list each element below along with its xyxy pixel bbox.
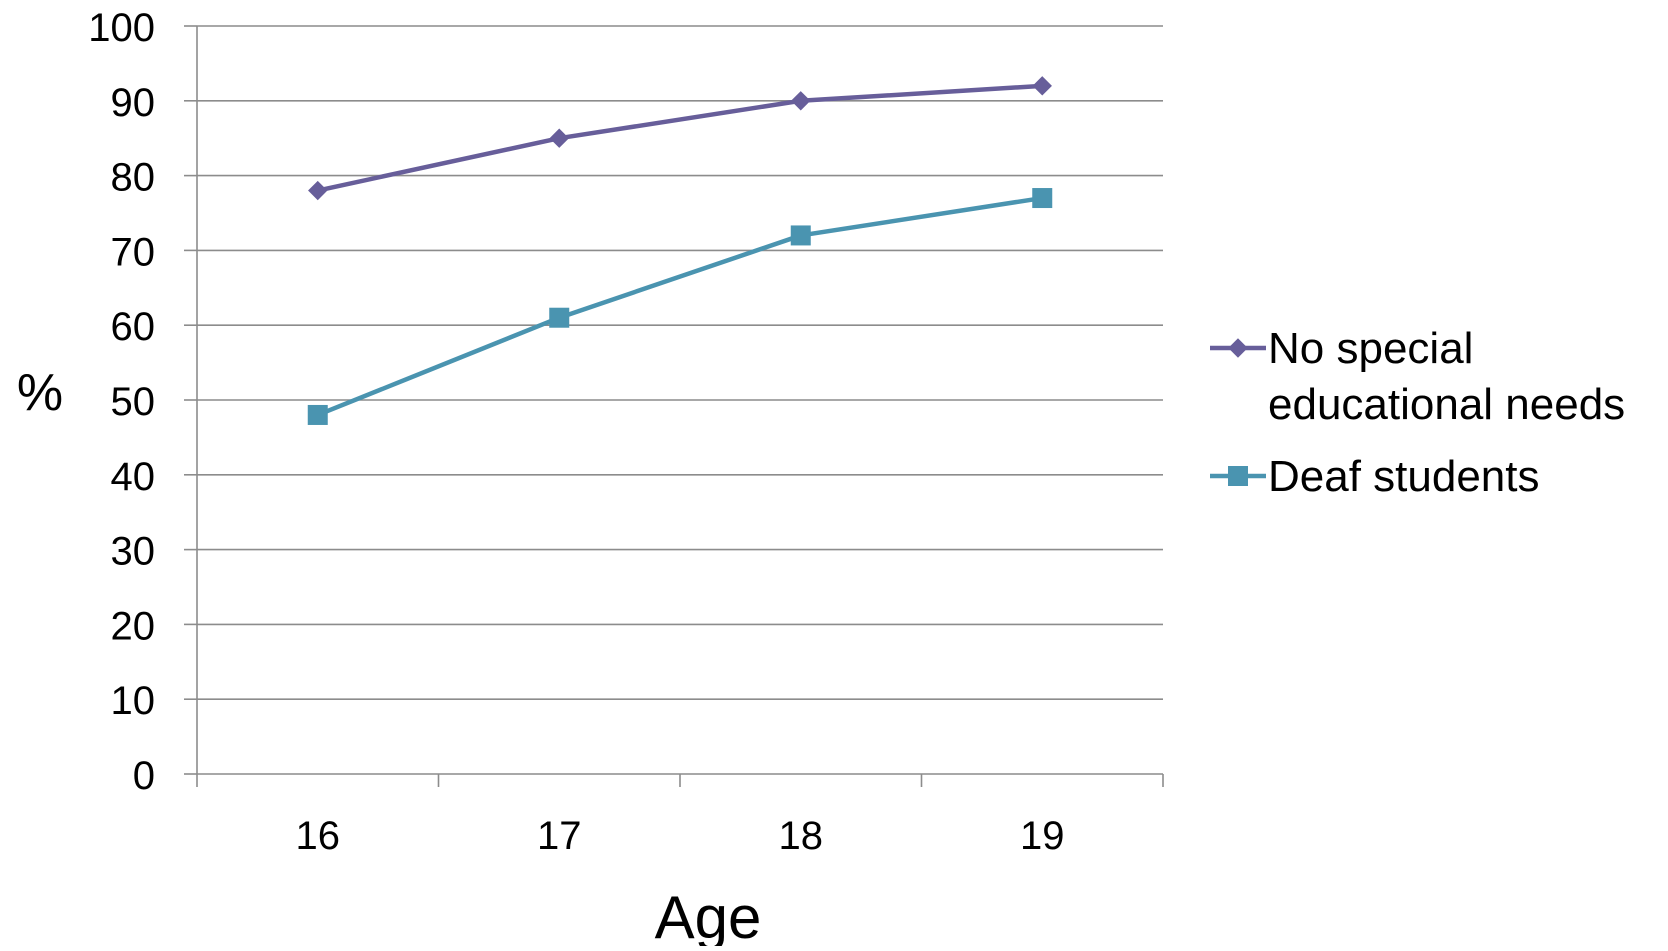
y-tick-label: 100: [88, 6, 155, 50]
data-point: [1032, 188, 1053, 209]
gridlines: [197, 25, 1163, 701]
y-tick-label: 60: [111, 305, 156, 349]
data-point: [790, 225, 811, 246]
x-tick-label: 19: [1020, 814, 1065, 858]
legend-swatch-marker: [1228, 338, 1248, 358]
data-point: [308, 180, 328, 201]
legend-label-line: No special: [1268, 324, 1473, 373]
y-tick-label: 30: [111, 530, 156, 574]
data-point: [307, 404, 328, 425]
axes: 0 10 20 30 40 50 60 70 80 90 100 16 17 18 19: [88, 6, 1164, 858]
y-tick-label: 70: [111, 230, 156, 274]
y-tick-label: 40: [111, 455, 156, 499]
legend-label: No special educational needs: [1268, 324, 1625, 429]
legend: No special educational needs Deaf students: [1210, 324, 1625, 501]
legend-swatch-marker: [1228, 466, 1248, 486]
x-axis-label: Age: [655, 884, 762, 946]
y-tick-label: 50: [111, 380, 156, 424]
data-point: [791, 91, 811, 111]
legend-entry: Deaf students: [1210, 452, 1540, 501]
y-tick-label: 90: [111, 81, 156, 125]
y-tick-label: 80: [111, 156, 156, 200]
x-tick-label: 16: [296, 814, 341, 858]
y-tick-label: 20: [111, 604, 156, 648]
series-group: [307, 76, 1053, 425]
data-point: [549, 307, 570, 328]
data-point: [1032, 76, 1052, 96]
y-tick-label: 10: [111, 679, 156, 723]
legend-label-line: educational needs: [1268, 380, 1625, 429]
x-tick-label: 18: [779, 814, 824, 858]
legend-label-line: Deaf students: [1268, 452, 1540, 501]
y-axis-label: %: [17, 364, 63, 422]
series-line: [316, 195, 1043, 418]
legend-entry: No special educational needs: [1210, 324, 1625, 429]
y-tick-label: 0: [133, 754, 155, 798]
x-tick-label: 17: [537, 814, 582, 858]
series-1: [308, 76, 1052, 201]
series-line: [317, 83, 1043, 193]
legend-label: Deaf students: [1268, 452, 1540, 501]
data-point: [549, 128, 569, 148]
series-2: [307, 188, 1053, 425]
